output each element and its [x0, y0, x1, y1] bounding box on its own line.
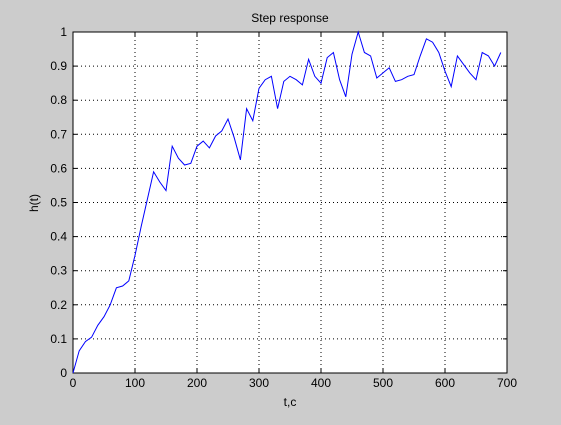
x-tick-label: 200	[187, 376, 207, 390]
y-tick-label: 0	[60, 366, 67, 380]
chart-title: Step response	[251, 11, 329, 25]
y-tick-label: 1	[60, 25, 67, 39]
x-tick-label: 700	[497, 376, 517, 390]
x-tick-label: 600	[435, 376, 455, 390]
y-tick-label: 0.7	[50, 127, 67, 141]
y-tick-label: 0.2	[50, 298, 67, 312]
x-tick-label: 100	[125, 376, 145, 390]
y-tick-label: 0.6	[50, 161, 67, 175]
series-line-step-response	[72, 30, 502, 374]
x-axis-label: t,c	[284, 395, 297, 409]
y-tick-label: 0.5	[50, 196, 67, 210]
axis-ticks: 0 100 200 300 400 500 600 700 0 0.1 0.2 0.3 0.4 0.5 0.…	[50, 25, 517, 390]
x-tick-label: 400	[311, 376, 331, 390]
x-tick-label: 0	[70, 376, 77, 390]
y-tick-label: 0.9	[50, 59, 67, 73]
x-tick-label: 300	[249, 376, 269, 390]
y-tick-label: 0.4	[50, 230, 67, 244]
y-tick-label: 0.3	[50, 264, 67, 278]
y-axis-label: h(t)	[27, 194, 41, 212]
y-tick-label: 0.1	[50, 332, 67, 346]
y-tick-label: 0.8	[50, 93, 67, 107]
x-tick-label: 500	[373, 376, 393, 390]
